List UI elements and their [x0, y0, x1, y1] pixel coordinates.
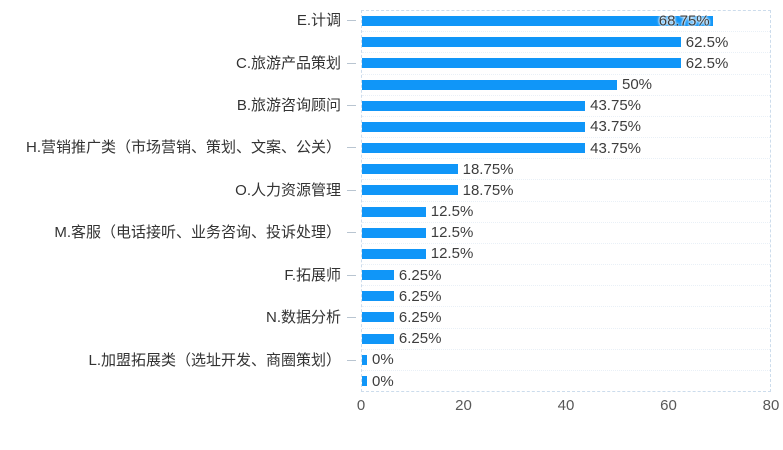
- category-row: C.旅游产品策划: [0, 52, 361, 73]
- bar-row: 12.5%: [362, 242, 770, 264]
- bar-row: 62.5%: [362, 52, 770, 73]
- bar-row: 43.75%: [362, 137, 770, 158]
- category-label: L.加盟拓展类（选址开发、商圈策划）: [88, 351, 341, 369]
- bar[interactable]: [362, 206, 426, 217]
- category-label: F.拓展师: [284, 266, 341, 284]
- value-label: 0%: [372, 372, 394, 390]
- bar-row: 6.25%: [362, 264, 770, 285]
- bar[interactable]: [362, 333, 394, 344]
- category-row: M.客服（电话接听、业务咨询、投诉处理）: [0, 222, 361, 243]
- category-row: N.数据分析: [0, 307, 361, 328]
- bar-row: 0%: [362, 369, 770, 391]
- bar[interactable]: [362, 16, 713, 27]
- category-tick-dash-icon: [347, 147, 356, 149]
- category-row: [0, 159, 361, 180]
- bar-row: 50%: [362, 73, 770, 95]
- value-label: 43.75%: [590, 139, 641, 157]
- bar[interactable]: [362, 248, 426, 259]
- category-label: B.旅游咨询顾问: [236, 96, 341, 114]
- bar[interactable]: [362, 270, 394, 281]
- value-label: 0%: [372, 351, 394, 369]
- category-label: M.客服（电话接听、业务咨询、投诉处理）: [54, 224, 341, 242]
- category-label: O.人力资源管理: [235, 181, 341, 199]
- value-label: 6.25%: [398, 330, 442, 348]
- category-row: H.营销推广类（市场营销、策划、文案、公关）: [0, 137, 361, 158]
- bar-row: 43.75%: [362, 115, 770, 137]
- category-tick-dash-icon: [347, 189, 356, 191]
- bar-row: 68.75%: [362, 11, 770, 31]
- category-row: [0, 74, 361, 95]
- bar[interactable]: [362, 185, 458, 196]
- value-label: 68.75%: [658, 12, 710, 30]
- category-tick-dash-icon: [347, 20, 356, 22]
- bar[interactable]: [362, 121, 586, 132]
- category-tick-dash-icon: [347, 274, 356, 276]
- bar-row: 62.5%: [362, 31, 770, 52]
- bar-row: 18.75%: [362, 179, 770, 200]
- bar[interactable]: [362, 79, 617, 90]
- category-row: F.拓展师: [0, 265, 361, 286]
- value-label: 62.5%: [685, 54, 729, 72]
- category-label: E.计调: [296, 12, 341, 30]
- category-label: N.数据分析: [265, 309, 341, 327]
- bar[interactable]: [362, 376, 367, 386]
- category-row: [0, 286, 361, 307]
- x-axis-tick-label: 0: [356, 397, 366, 414]
- bar[interactable]: [362, 227, 426, 238]
- category-tick-dash-icon: [347, 104, 356, 106]
- x-axis: 0 20 40 60 80: [357, 397, 780, 418]
- bar[interactable]: [362, 291, 394, 302]
- value-label: 18.75%: [462, 181, 514, 199]
- category-row: [0, 31, 361, 52]
- bar[interactable]: [362, 164, 458, 175]
- x-axis-tick-label: 20: [455, 397, 472, 414]
- category-tick-dash-icon: [347, 317, 356, 319]
- value-label: 12.5%: [430, 224, 474, 242]
- value-label: 6.25%: [398, 308, 442, 326]
- bar[interactable]: [362, 37, 681, 48]
- plot-area: 68.75% 62.5% 62.5% 50% 43.75% 43.75% 43.75% 18.…: [361, 10, 771, 392]
- bar-row: 6.25%: [362, 306, 770, 327]
- value-label: 6.25%: [398, 287, 442, 305]
- category-axis: E.计调 C.旅游产品策划 B.旅游咨询顾问 H.营销推广类（市场营销、策划、文案、公…: [0, 10, 361, 392]
- category-row: B.旅游咨询顾问: [0, 95, 361, 116]
- bar[interactable]: [362, 143, 586, 154]
- bar[interactable]: [362, 58, 681, 69]
- x-axis-tick-label: 60: [660, 397, 677, 414]
- x-axis-tick-label: 80: [762, 397, 780, 414]
- value-label: 12.5%: [430, 203, 474, 221]
- x-axis-tick-label: 40: [557, 397, 575, 414]
- bar-row: 12.5%: [362, 200, 770, 222]
- category-row: [0, 243, 361, 264]
- bar-row: 18.75%: [362, 158, 770, 179]
- value-label: 43.75%: [590, 97, 641, 115]
- value-label: 18.75%: [462, 160, 514, 178]
- category-row: [0, 116, 361, 137]
- bar-row: 0%: [362, 348, 770, 370]
- category-row: E.计调: [0, 10, 361, 31]
- category-row: L.加盟拓展类（选址开发、商圈策划）: [0, 350, 361, 371]
- category-tick-dash-icon: [347, 232, 356, 234]
- value-label: 6.25%: [398, 266, 442, 284]
- category-row: [0, 201, 361, 222]
- category-row: [0, 328, 361, 349]
- bar[interactable]: [362, 354, 367, 365]
- category-label: H.营销推广类（市场营销、策划、文案、公关）: [25, 139, 341, 157]
- bar-row: 43.75%: [362, 94, 770, 116]
- category-label: C.旅游产品策划: [235, 54, 341, 72]
- bar[interactable]: [362, 100, 586, 111]
- value-label: 62.5%: [685, 33, 729, 51]
- bar-row: 12.5%: [362, 221, 770, 243]
- category-row: O.人力资源管理: [0, 180, 361, 201]
- bar-row: 6.25%: [362, 285, 770, 306]
- bar-row: 6.25%: [362, 327, 770, 349]
- value-label: 12.5%: [430, 245, 474, 263]
- category-tick-dash-icon: [347, 62, 356, 64]
- value-label: 50%: [622, 76, 653, 94]
- category-row: [0, 371, 361, 392]
- category-tick-dash-icon: [347, 359, 356, 361]
- bar[interactable]: [362, 312, 394, 323]
- value-label: 43.75%: [590, 118, 641, 136]
